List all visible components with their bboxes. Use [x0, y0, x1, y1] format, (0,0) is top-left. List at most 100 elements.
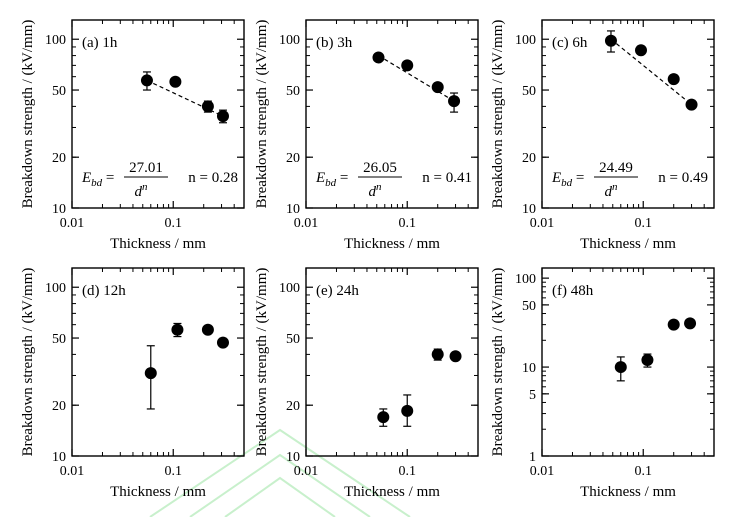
data-point: [401, 404, 414, 417]
equation-numerator: 27.01: [129, 160, 163, 176]
panel-label: (f) 48h: [552, 283, 594, 299]
y-tick-label: 100: [515, 33, 536, 48]
x-tick-label: 0.1: [164, 216, 182, 231]
equation-lhs: Ebd =: [315, 170, 348, 189]
data-point: [634, 44, 647, 57]
y-tick-label: 10: [52, 450, 66, 465]
data-point: [641, 354, 654, 367]
panel-f: 0.01 0.1 1 5 10 50 100 Thickness / mm Breakdown …: [490, 267, 715, 500]
data-point: [144, 367, 157, 380]
data-point: [201, 100, 214, 113]
y-tick-label: 20: [286, 399, 300, 414]
y-axis-title: Breakdown strength / (kV/mm): [254, 20, 270, 209]
equation-n-value: n = 0.41: [422, 170, 472, 186]
x-axis-title: Thickness / mm: [344, 484, 440, 500]
watermark-graphic: [149, 428, 411, 517]
fit-line: [610, 38, 692, 106]
data-point: [449, 350, 462, 363]
y-tick-label: 20: [52, 151, 66, 166]
y-axis-title: Breakdown strength / (kV/mm): [20, 20, 36, 209]
y-tick-label: 100: [45, 33, 66, 48]
data-point: [372, 51, 385, 64]
y-tick-label: 50: [286, 84, 300, 99]
data-point: [171, 323, 184, 336]
x-tick-label: 0.1: [164, 464, 182, 479]
panel-e: 0.01 0.1 10 20 50 100 Thickness / mm Breakdown …: [254, 267, 479, 500]
y-tick-label: 10: [522, 202, 536, 217]
data-point: [604, 34, 617, 47]
panels-group: 0.01 0.1 10 20 50 100 Thickness / mm Breakdown …: [20, 19, 715, 500]
data-point: [431, 81, 444, 94]
data-point: [401, 59, 414, 72]
data-point: [201, 323, 214, 336]
equation-denominator: dn: [369, 181, 383, 200]
y-tick-label: 1: [529, 450, 536, 465]
x-tick-label: 0.01: [294, 216, 319, 231]
y-tick-label: 100: [279, 281, 300, 296]
x-tick-label: 0.1: [398, 464, 416, 479]
data-point: [614, 361, 627, 374]
data-point: [169, 75, 182, 88]
y-axis-title: Breakdown strength / (kV/mm): [254, 268, 270, 457]
y-tick-label: 10: [286, 202, 300, 217]
x-tick-label: 0.1: [398, 216, 416, 231]
x-tick-label: 0.1: [634, 464, 652, 479]
equation-n-value: n = 0.28: [188, 170, 238, 186]
y-tick-label: 50: [286, 332, 300, 347]
data-point: [431, 348, 444, 361]
y-tick-label: 10: [522, 361, 536, 376]
data-point: [684, 317, 697, 330]
x-axis-title: Thickness / mm: [580, 484, 676, 500]
panel-a: 0.01 0.1 10 20 50 100 Thickness / mm Breakdown …: [20, 19, 245, 252]
y-tick-label: 50: [52, 84, 66, 99]
panel-b: 0.01 0.1 10 20 50 100 Thickness / mm Breakdown …: [254, 19, 479, 252]
x-tick-label: 0.1: [634, 216, 652, 231]
panel-label: (c) 6h: [552, 35, 588, 51]
y-tick-label: 50: [522, 84, 536, 99]
data-point: [377, 411, 390, 424]
y-axis-title: Breakdown strength / (kV/mm): [490, 20, 506, 209]
y-axis-title: Breakdown strength / (kV/mm): [490, 268, 506, 457]
panel-label: (e) 24h: [316, 283, 359, 299]
equation-lhs: Ebd =: [551, 170, 584, 189]
data-point: [685, 98, 698, 111]
y-tick-label: 10: [286, 450, 300, 465]
y-tick-label: 100: [45, 281, 66, 296]
equation-n-value: n = 0.49: [658, 170, 708, 186]
equation-lhs: Ebd =: [81, 170, 114, 189]
fit-line: [378, 55, 455, 102]
y-axis-title: Breakdown strength / (kV/mm): [20, 268, 36, 457]
y-tick-label: 10: [52, 202, 66, 217]
x-tick-label: 0.01: [530, 216, 555, 231]
equation-denominator: dn: [135, 181, 149, 200]
x-axis-title: Thickness / mm: [110, 236, 206, 252]
x-tick-label: 0.01: [60, 216, 85, 231]
x-tick-label: 0.01: [60, 464, 85, 479]
x-axis-title: Thickness / mm: [344, 236, 440, 252]
y-tick-label: 50: [522, 299, 536, 314]
panel-label: (a) 1h: [82, 35, 118, 51]
panel-label: (b) 3h: [316, 35, 353, 51]
equation-numerator: 24.49: [599, 160, 633, 176]
x-axis-title: Thickness / mm: [580, 236, 676, 252]
x-axis-title: Thickness / mm: [110, 484, 206, 500]
y-tick-label: 20: [286, 151, 300, 166]
x-tick-label: 0.01: [530, 464, 555, 479]
y-tick-label: 20: [522, 151, 536, 166]
panel-d: 0.01 0.1 10 20 50 100 Thickness / mm Breakdown …: [20, 267, 245, 500]
y-tick-label: 5: [529, 388, 536, 403]
y-tick-label: 20: [52, 399, 66, 414]
y-tick-label: 50: [52, 332, 66, 347]
panel-c: 0.01 0.1 10 20 50 100 Thickness / mm Breakdown …: [490, 19, 715, 252]
y-tick-label: 100: [515, 272, 536, 287]
data-point: [216, 336, 229, 349]
data-point: [140, 74, 153, 87]
panel-label: (d) 12h: [82, 283, 126, 299]
data-point: [667, 73, 680, 86]
equation-denominator: dn: [605, 181, 619, 200]
data-point: [216, 110, 229, 123]
x-tick-label: 0.01: [294, 464, 319, 479]
data-point: [667, 318, 680, 331]
data-point: [448, 95, 461, 108]
